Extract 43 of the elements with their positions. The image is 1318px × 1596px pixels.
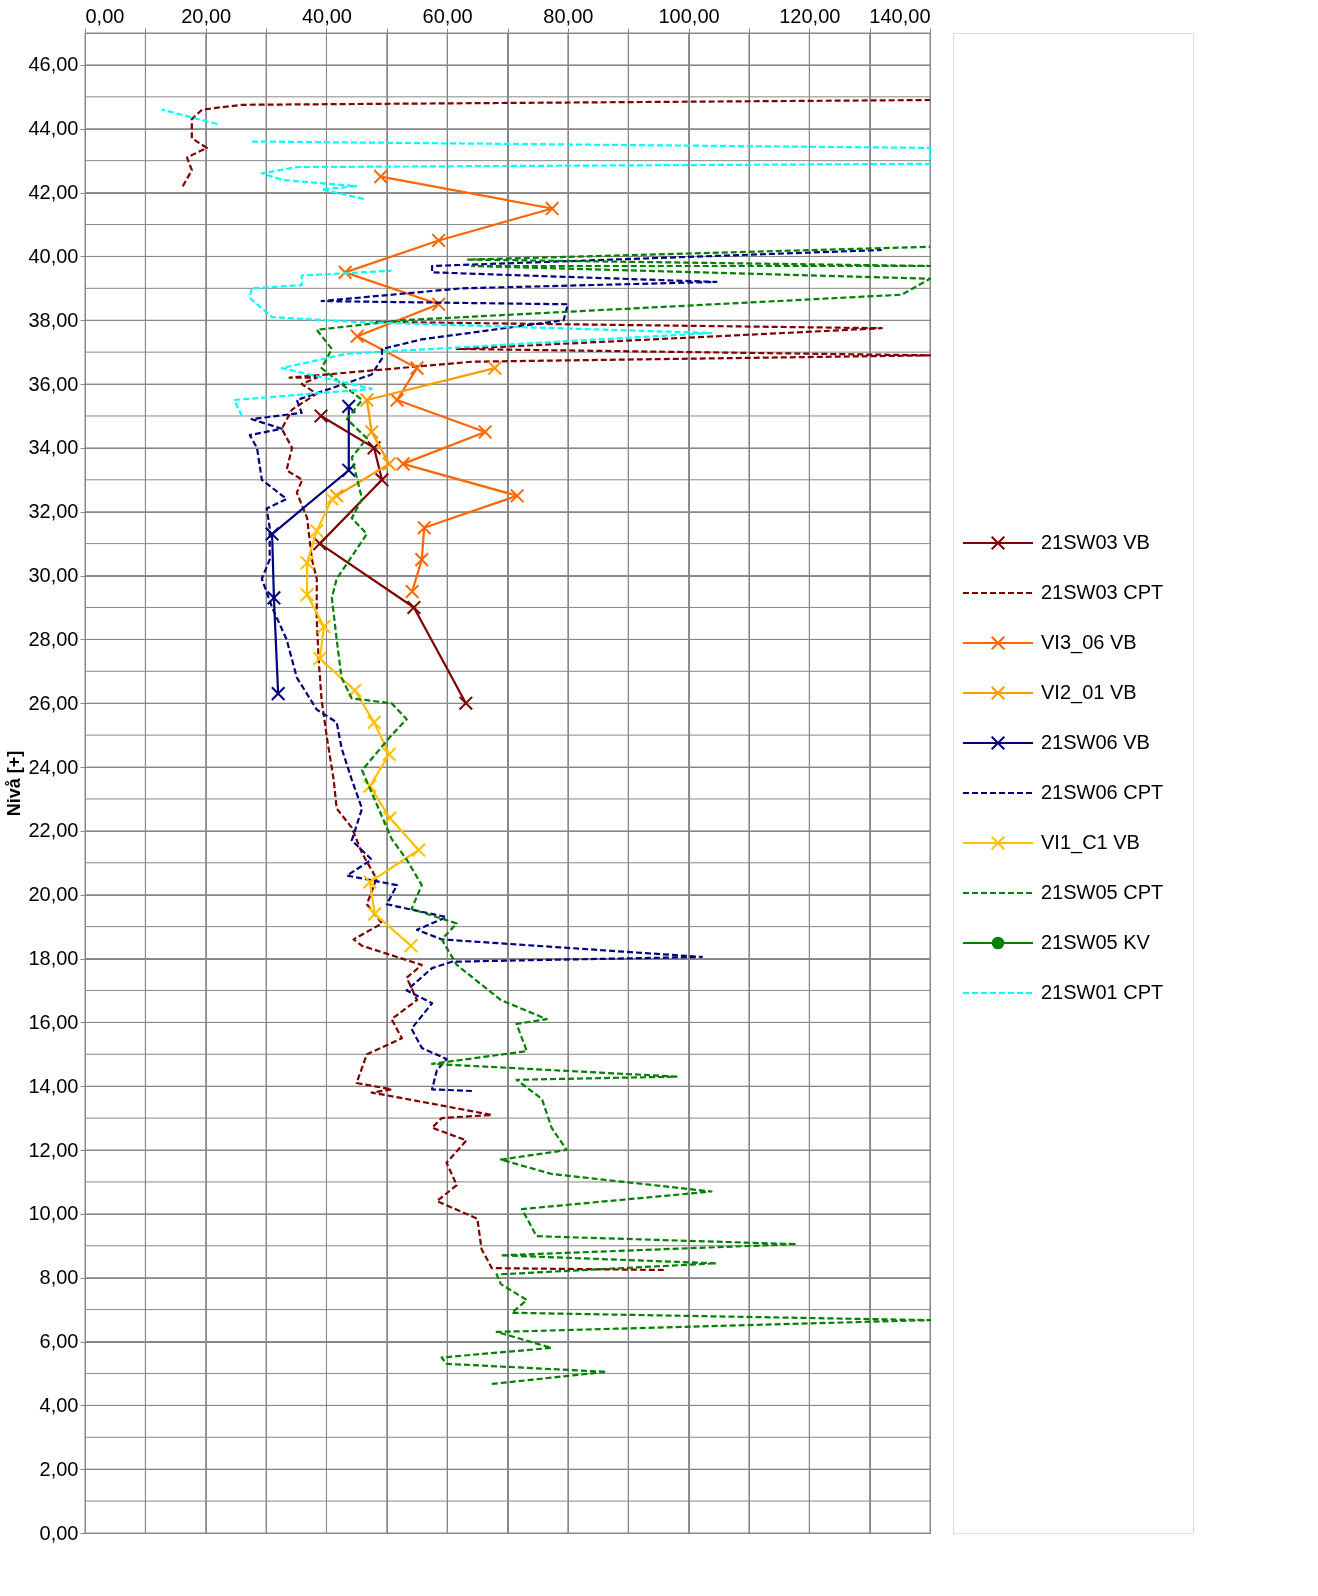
- x-tick-label: 40,00: [301, 4, 352, 27]
- x-tick-label: 100,00: [658, 4, 720, 27]
- y-tick-label: 22,00: [28, 819, 79, 842]
- y-tick-label: 24,00: [28, 755, 79, 778]
- y-tick-label: 36,00: [28, 372, 79, 395]
- y-tick-label: 38,00: [28, 308, 79, 331]
- legend-label: VI1_C1 VB: [1041, 831, 1140, 854]
- legend-label: VI3_06 VB: [1041, 631, 1137, 654]
- y-tick-label: 10,00: [28, 1202, 79, 1225]
- legend-label: 21SW03 CPT: [1041, 581, 1164, 603]
- y-tick-label: 34,00: [28, 436, 79, 459]
- legend-label: 21SW01 CPT: [1041, 981, 1164, 1003]
- legend-label: VI2_01 VB: [1041, 681, 1137, 704]
- legend-label: 21SW03 VB: [1041, 531, 1150, 553]
- x-tick-label: 60,00: [422, 4, 473, 27]
- y-tick-label: 8,00: [39, 1266, 79, 1289]
- y-tick-label: 12,00: [28, 1138, 79, 1161]
- y-tick-label: 4,00: [39, 1393, 79, 1416]
- x-tick-label: 80,00: [543, 4, 594, 27]
- y-tick-label: 18,00: [28, 947, 79, 970]
- y-axis-title: Nivå [+]: [4, 750, 25, 817]
- y-tick-label: 40,00: [28, 244, 79, 267]
- y-tick-label: 2,00: [39, 1457, 79, 1480]
- legend-label: 21SW05 KV: [1041, 931, 1151, 953]
- x-tick-label: 140,00: [869, 4, 931, 27]
- legend-label: 21SW06 CPT: [1041, 781, 1164, 803]
- y-tick-label: 20,00: [28, 883, 79, 906]
- y-tick-label: 46,00: [28, 53, 79, 76]
- y-tick-label: 42,00: [28, 181, 79, 204]
- y-tick-label: 32,00: [28, 500, 79, 523]
- x-tick-label: 0,00: [85, 4, 125, 27]
- legend-label: 21SW06 VB: [1041, 731, 1150, 753]
- y-tick-label: 44,00: [28, 117, 79, 140]
- y-tick-label: 6,00: [39, 1330, 79, 1353]
- y-tick-label: 16,00: [28, 1010, 79, 1033]
- y-tick-label: 14,00: [28, 1074, 79, 1097]
- x-tick-label: 120,00: [779, 4, 841, 27]
- legend-label: 21SW05 CPT: [1041, 881, 1164, 903]
- y-tick-label: 26,00: [28, 691, 79, 714]
- y-tick-label: 0,00: [39, 1521, 79, 1544]
- y-tick-label: 30,00: [28, 564, 79, 587]
- x-tick-label: 20,00: [181, 4, 232, 27]
- y-tick-label: 28,00: [28, 627, 79, 650]
